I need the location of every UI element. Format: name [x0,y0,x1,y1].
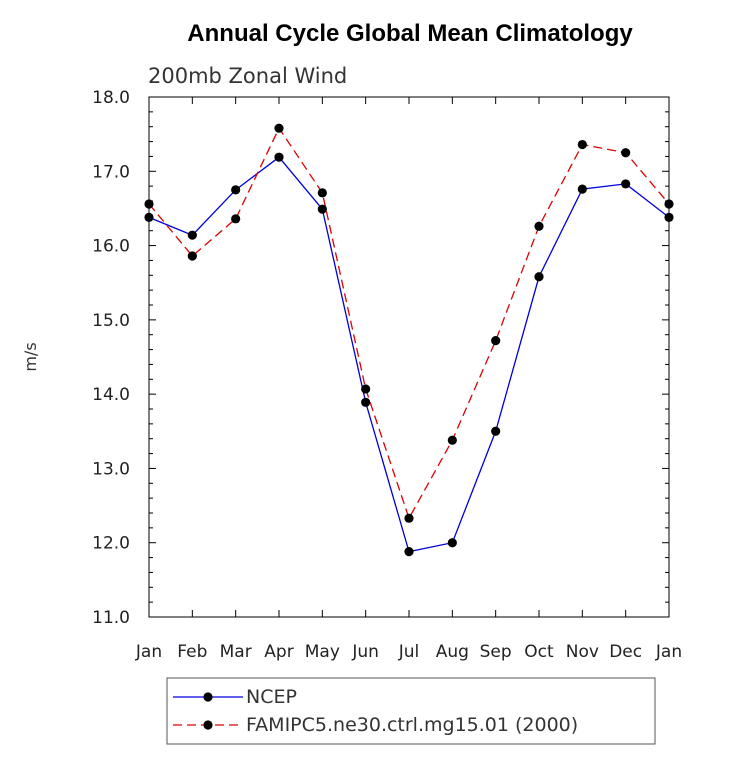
legend-box [166,677,656,745]
y-tick-label: 16.0 [92,237,130,257]
data-point [621,148,631,158]
data-point [491,336,501,346]
y-tick-label: 18.0 [92,88,130,108]
x-tick-label: May [305,642,340,662]
data-point [447,435,457,445]
legend-label-ncep: NCEP [246,686,297,708]
x-tick-label: Jan [655,642,682,662]
tick-labels: 11.0 12.0 13.0 14.0 15.0 16.0 17.0 18.0 Jan Feb Ma… [92,88,682,662]
data-point [187,251,197,261]
legend: NCEP FAMIPC5.ne30.ctrl.mg15.01 (2000) [166,677,656,745]
x-tick-label: Jan [135,642,162,662]
y-tick-label: 14.0 [92,385,130,405]
y-tick-label: 13.0 [92,459,130,479]
data-point [534,272,544,282]
data-point [274,152,284,162]
data-point [317,204,327,214]
data-point [577,184,587,194]
x-tick-label: Feb [177,642,207,662]
data-point [231,214,241,224]
chart-subtitle: 200mb Zonal Wind [148,64,347,88]
x-tick-label: Nov [566,642,599,662]
x-tick-label: Mar [220,642,252,662]
series-line-0 [148,156,670,553]
plot-area [148,96,670,618]
y-tick-label: 12.0 [92,534,130,554]
legend-label-famipc5: FAMIPC5.ne30.ctrl.mg15.01 (2000) [246,714,578,736]
series-points [144,123,674,557]
data-point [404,547,414,557]
data-point [361,384,371,394]
x-tick-label: Jul [398,642,420,662]
x-tick-label: Sep [480,642,512,662]
data-point [144,199,154,209]
x-tick-label: Apr [264,642,293,662]
y-tick-label: 17.0 [92,162,130,182]
data-point [317,188,327,198]
data-point [447,538,457,548]
data-point [664,212,674,222]
data-point [274,123,284,133]
data-point [491,426,501,436]
x-tick-label: Dec [609,642,642,662]
y-axis-title: m/s [21,342,40,371]
data-point [404,513,414,523]
y-tick-label: 11.0 [92,608,130,628]
ticks [148,96,670,618]
y-tick-label: 15.0 [92,311,130,331]
x-tick-label: Aug [436,642,469,662]
data-point [664,199,674,209]
x-tick-label: Jun [351,642,379,662]
data-point [361,397,371,407]
x-tick-label: Oct [524,642,554,662]
series-line-1 [148,126,670,520]
legend-marker-famipc5 [203,720,213,730]
chart-title: Annual Cycle Global Mean Climatology [187,20,633,47]
data-point [534,221,544,231]
data-point [144,212,154,222]
data-point [231,185,241,195]
series-lines [148,126,670,553]
legend-marker-ncep [203,692,213,702]
data-point [187,230,197,240]
data-point [577,139,587,150]
data-point [621,179,631,189]
